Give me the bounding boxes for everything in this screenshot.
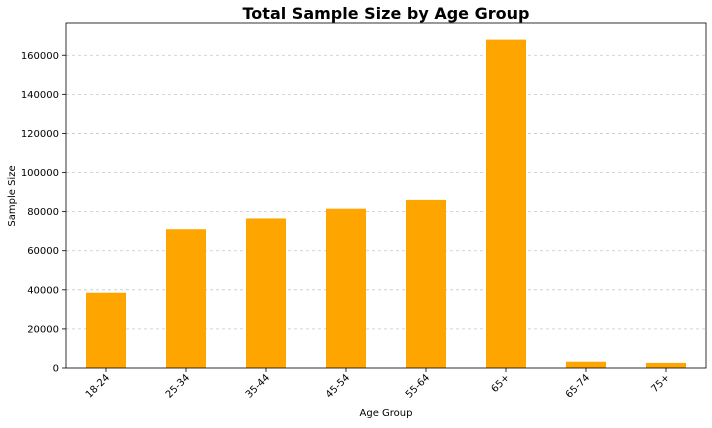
y-tick-label: 100000 [21,168,59,179]
y-tick-label: 60000 [27,246,59,257]
bar-75+ [646,362,686,368]
x-axis-ticks: 18-24 25-34 35-44 45-54 55-64 65+ 65-74 75+ [84,368,672,401]
y-tick-label: 0 [53,364,59,375]
x-tick-label: 75+ [649,372,672,395]
y-axis-label: Sample Size [7,165,18,226]
bar-25-34 [166,229,206,368]
x-tick-label: 25-34 [164,372,192,400]
bar-35-44 [246,218,286,368]
bar-45-54 [326,208,366,368]
x-tick-label: 45-54 [324,372,352,400]
y-tick-label: 160000 [21,51,59,62]
x-tick-label: 55-64 [404,372,432,400]
x-tick-label: 18-24 [84,372,112,400]
y-axis-ticks: 0 20000 40000 60000 80000 100000 120000 140000 1… [21,51,66,375]
x-tick-label: 35-44 [244,372,272,400]
bar-65+ [486,39,526,368]
x-tick-label: 65+ [489,372,512,395]
x-tick-label: 65-74 [564,372,592,400]
bars [86,39,686,368]
y-tick-label: 120000 [21,129,59,140]
x-axis-label: Age Group [360,408,413,419]
plot-frame [65,22,707,369]
y-tick-label: 20000 [27,324,59,335]
bar-65-74 [566,361,606,368]
grid-lines [66,54,706,369]
bar-55-64 [406,199,446,368]
chart-title: Total Sample Size by Age Group [243,4,530,23]
y-tick-label: 80000 [27,207,59,218]
y-tick-label: 140000 [21,90,59,101]
y-tick-label: 40000 [27,285,59,296]
bar-18-24 [86,292,126,368]
